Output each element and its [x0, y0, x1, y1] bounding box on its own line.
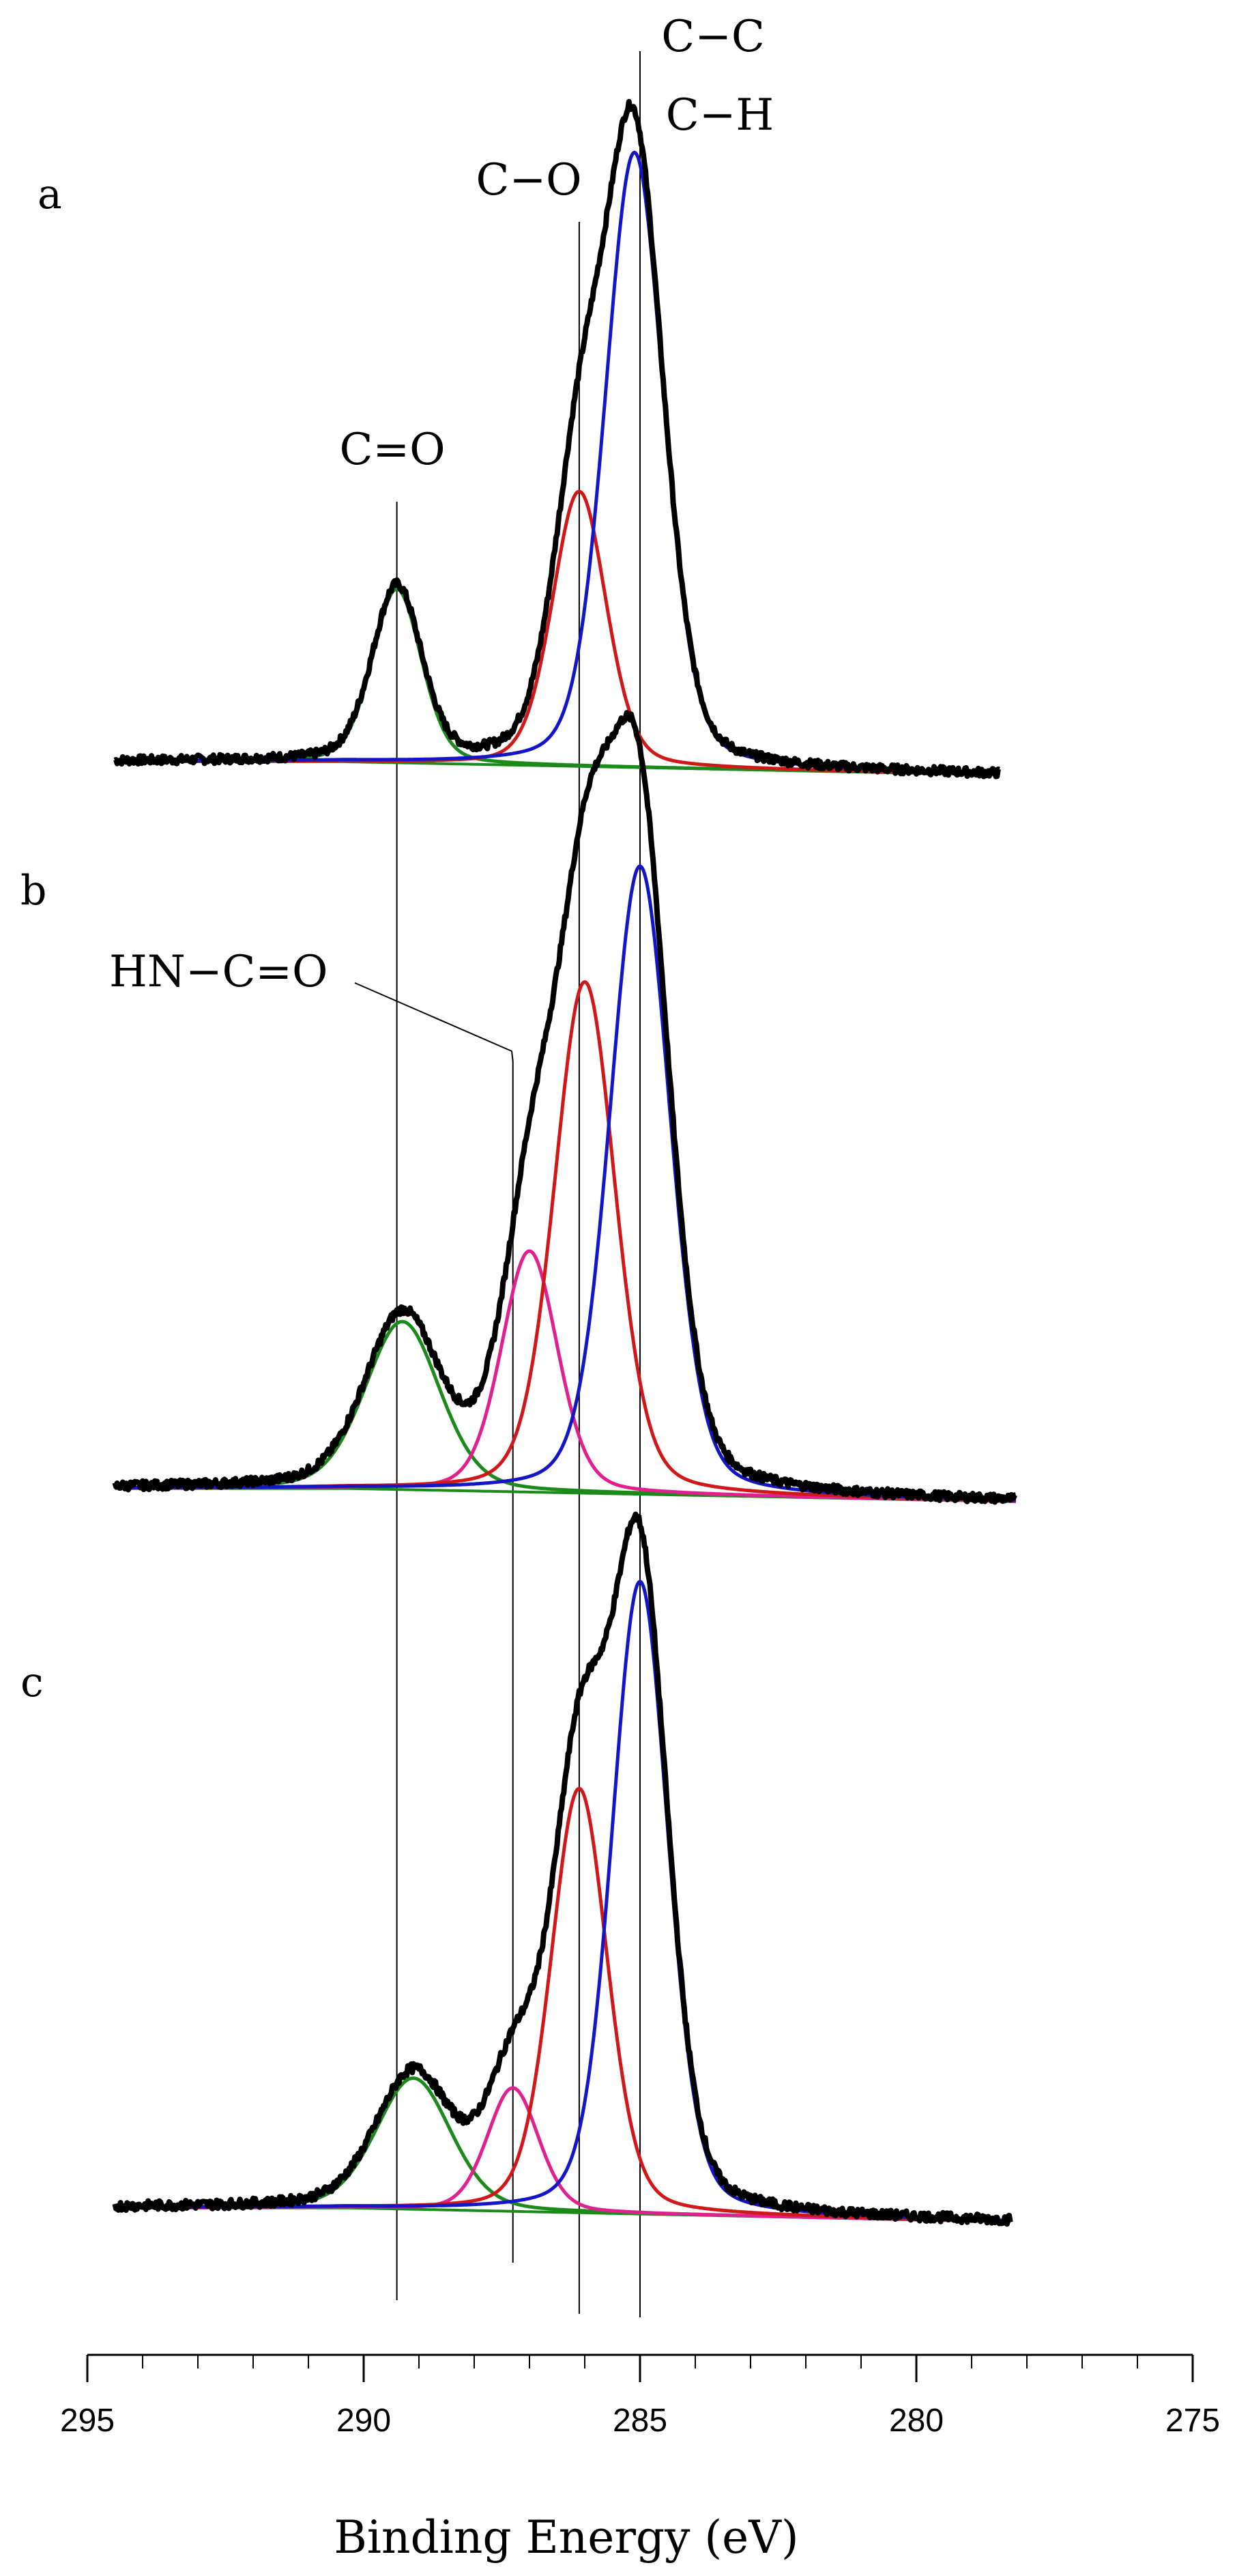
peak-label-c-eq-o: C=O	[339, 425, 445, 475]
x-tick-label: 290	[336, 2403, 391, 2439]
peak-label-c-c: C−C	[661, 12, 765, 62]
panel-c	[112, 1511, 1013, 2227]
x-tick-label: 285	[613, 2403, 667, 2439]
panel-label-b: b	[20, 867, 46, 915]
peak-label-c-h: C−H	[666, 90, 774, 141]
panel-a-component-C_eq_O	[115, 587, 1000, 777]
panel-b-component-HNCO	[115, 1249, 1016, 1504]
peak-label-c-o: C−O	[476, 155, 581, 205]
hn-c-eq-o-leader	[354, 982, 514, 1062]
x-tick-label: 280	[889, 2403, 944, 2439]
annotations: a b c C=O HN−C=O C−O C−C C−H Binding Ene…	[20, 12, 799, 2564]
panel-c-component-CC_CH	[115, 1579, 1011, 2222]
panel-b	[112, 710, 1018, 1505]
panel-a	[113, 98, 1001, 779]
panel-label-c: c	[20, 1659, 44, 1706]
panel-c-envelope	[112, 1511, 1013, 2227]
panel-b-envelope	[112, 710, 1018, 1505]
panel-a-component-CC_CH	[115, 150, 1000, 775]
x-tick-label: 275	[1165, 2403, 1220, 2439]
panel-b-component-C_eq_O	[115, 1319, 1016, 1504]
panel-c-component-CO	[115, 1786, 1011, 2223]
x-tick-label: 295	[60, 2403, 115, 2439]
x-axis-title: Binding Energy (eV)	[334, 2511, 798, 2564]
peak-label-hn-c-eq-o: HN−C=O	[109, 947, 328, 997]
x-axis: 295 290 285 280 275	[60, 2353, 1220, 2439]
panel-label-a: a	[38, 171, 62, 218]
panel-a-envelope	[113, 98, 1001, 779]
spectra	[112, 98, 1018, 2227]
reference-lines	[354, 51, 641, 2317]
panel-b-component-CO	[115, 979, 1016, 1503]
